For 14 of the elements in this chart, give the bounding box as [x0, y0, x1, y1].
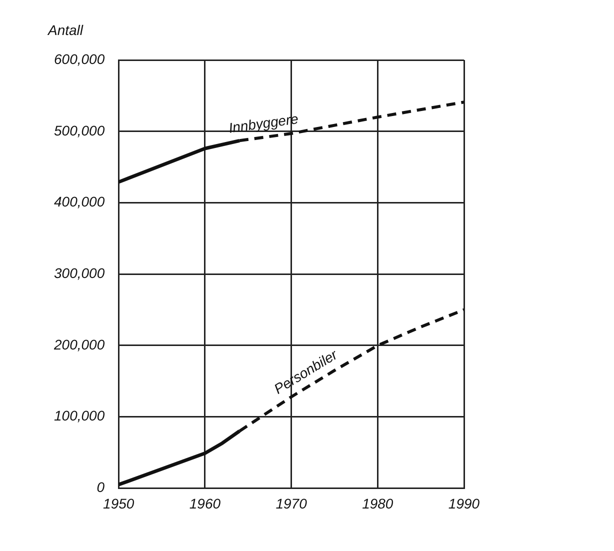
y-axis-title: Antall [47, 22, 84, 38]
y-tick-label: 600,000 [54, 50, 105, 67]
y-tick-label: 300,000 [54, 264, 105, 281]
text: Innbyggere [228, 110, 300, 136]
x-tick-label: 1950 [103, 495, 134, 512]
y-tick-label: 500,000 [54, 122, 105, 138]
x-tick-label: 1990 [448, 495, 480, 512]
x-tick-label: 1980 [362, 495, 394, 512]
y-tick-label: 0 [96, 479, 105, 496]
y-tick-label: 100,000 [54, 408, 105, 424]
y-tick-label: 200,000 [52, 336, 105, 352]
x-tick-label: 1960 [189, 495, 221, 512]
y-tick-label: 400,000 [54, 194, 105, 210]
x-tick-label: 1970 [276, 495, 308, 512]
